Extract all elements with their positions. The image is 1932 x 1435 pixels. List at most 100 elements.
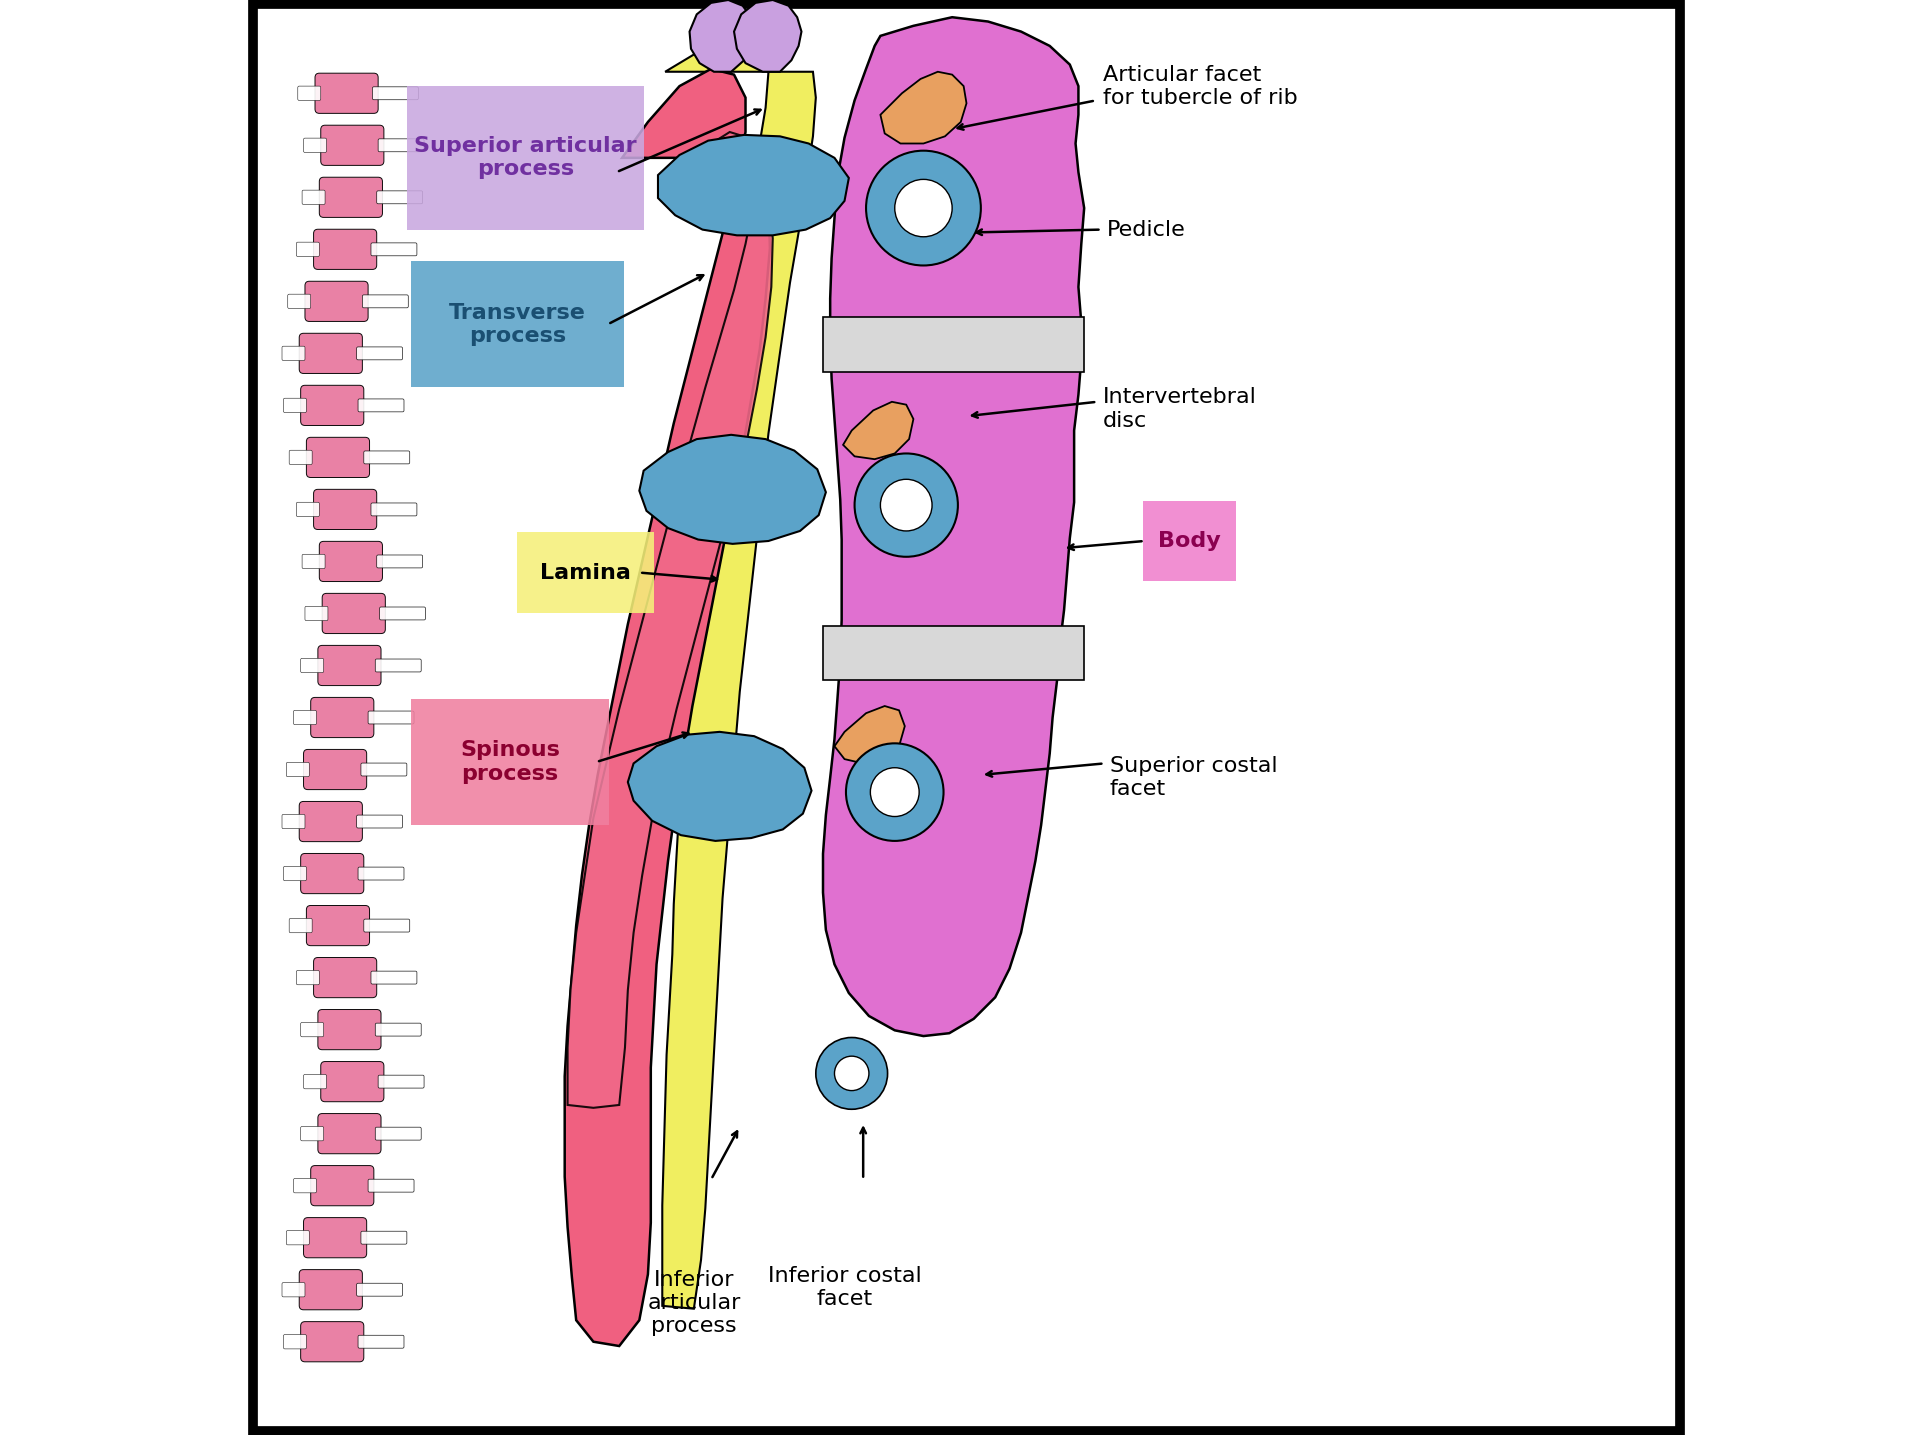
FancyBboxPatch shape <box>294 710 317 725</box>
FancyBboxPatch shape <box>375 1023 421 1036</box>
Circle shape <box>879 479 931 531</box>
Polygon shape <box>639 435 825 544</box>
Polygon shape <box>564 69 769 1346</box>
FancyBboxPatch shape <box>301 1022 323 1036</box>
Polygon shape <box>842 402 914 459</box>
FancyBboxPatch shape <box>303 1217 367 1257</box>
FancyBboxPatch shape <box>286 762 309 776</box>
FancyBboxPatch shape <box>301 854 363 894</box>
Text: Inferior
articular
process: Inferior articular process <box>647 1270 740 1336</box>
FancyBboxPatch shape <box>307 438 369 478</box>
FancyBboxPatch shape <box>357 1335 404 1349</box>
FancyBboxPatch shape <box>371 971 417 984</box>
FancyBboxPatch shape <box>313 489 377 530</box>
Text: Superior articular
process: Superior articular process <box>413 136 636 179</box>
Polygon shape <box>879 72 966 144</box>
FancyBboxPatch shape <box>305 606 328 620</box>
FancyBboxPatch shape <box>299 1270 361 1310</box>
FancyBboxPatch shape <box>311 697 373 738</box>
FancyBboxPatch shape <box>379 1075 423 1088</box>
Text: Transverse
process: Transverse process <box>448 303 585 346</box>
Polygon shape <box>734 0 802 72</box>
FancyBboxPatch shape <box>299 801 361 841</box>
FancyBboxPatch shape <box>317 646 381 686</box>
FancyBboxPatch shape <box>379 139 423 152</box>
Polygon shape <box>657 135 848 235</box>
FancyBboxPatch shape <box>412 699 609 825</box>
FancyBboxPatch shape <box>321 1062 384 1102</box>
Circle shape <box>895 179 952 237</box>
FancyBboxPatch shape <box>1142 501 1236 581</box>
FancyBboxPatch shape <box>301 189 325 204</box>
Polygon shape <box>835 706 904 763</box>
FancyBboxPatch shape <box>294 1178 317 1192</box>
FancyBboxPatch shape <box>321 125 384 165</box>
Circle shape <box>866 151 980 265</box>
FancyBboxPatch shape <box>319 541 383 581</box>
FancyBboxPatch shape <box>315 73 379 113</box>
FancyBboxPatch shape <box>357 867 404 880</box>
FancyBboxPatch shape <box>307 905 369 946</box>
FancyBboxPatch shape <box>317 1010 381 1050</box>
FancyBboxPatch shape <box>296 970 319 984</box>
Polygon shape <box>690 0 753 72</box>
FancyBboxPatch shape <box>288 294 311 309</box>
FancyBboxPatch shape <box>296 502 319 517</box>
FancyBboxPatch shape <box>298 86 321 100</box>
FancyBboxPatch shape <box>301 1322 363 1362</box>
FancyBboxPatch shape <box>319 177 383 217</box>
FancyBboxPatch shape <box>313 957 377 997</box>
Text: Inferior costal
facet: Inferior costal facet <box>767 1266 922 1309</box>
Polygon shape <box>663 43 815 1309</box>
FancyBboxPatch shape <box>377 555 423 568</box>
FancyBboxPatch shape <box>303 138 327 152</box>
Text: Intervertebral
disc: Intervertebral disc <box>1103 387 1256 430</box>
FancyBboxPatch shape <box>361 763 406 776</box>
FancyBboxPatch shape <box>282 1283 305 1297</box>
FancyBboxPatch shape <box>317 1114 381 1154</box>
Text: Body: Body <box>1157 531 1221 551</box>
Polygon shape <box>823 626 1084 680</box>
FancyBboxPatch shape <box>375 1128 421 1139</box>
FancyBboxPatch shape <box>367 1180 413 1192</box>
FancyBboxPatch shape <box>296 243 319 257</box>
FancyBboxPatch shape <box>355 1283 402 1296</box>
FancyBboxPatch shape <box>371 502 417 515</box>
FancyBboxPatch shape <box>284 867 307 881</box>
FancyBboxPatch shape <box>290 918 311 933</box>
FancyBboxPatch shape <box>305 281 367 321</box>
Text: Pedicle: Pedicle <box>1107 220 1184 240</box>
FancyBboxPatch shape <box>361 1231 406 1244</box>
FancyBboxPatch shape <box>375 659 421 672</box>
FancyBboxPatch shape <box>301 554 325 568</box>
FancyBboxPatch shape <box>313 230 377 270</box>
FancyBboxPatch shape <box>363 920 410 933</box>
Circle shape <box>835 1056 869 1091</box>
FancyBboxPatch shape <box>361 294 408 307</box>
FancyBboxPatch shape <box>323 594 384 634</box>
Text: Articular facet
for tubercle of rib: Articular facet for tubercle of rib <box>1103 65 1296 108</box>
FancyBboxPatch shape <box>284 397 307 413</box>
FancyBboxPatch shape <box>377 191 423 204</box>
FancyBboxPatch shape <box>355 347 402 360</box>
Polygon shape <box>823 17 1084 1036</box>
FancyBboxPatch shape <box>286 1231 309 1246</box>
FancyBboxPatch shape <box>303 1075 327 1089</box>
FancyBboxPatch shape <box>311 1165 373 1205</box>
FancyBboxPatch shape <box>379 607 425 620</box>
Circle shape <box>854 453 958 557</box>
FancyBboxPatch shape <box>301 385 363 425</box>
Circle shape <box>815 1038 887 1109</box>
FancyBboxPatch shape <box>282 814 305 828</box>
Text: Superior costal
facet: Superior costal facet <box>1109 756 1277 799</box>
FancyBboxPatch shape <box>355 815 402 828</box>
FancyBboxPatch shape <box>357 399 404 412</box>
Polygon shape <box>628 732 811 841</box>
FancyBboxPatch shape <box>282 346 305 360</box>
Polygon shape <box>568 132 773 1108</box>
FancyBboxPatch shape <box>299 333 361 373</box>
Circle shape <box>846 743 943 841</box>
Text: Spinous
process: Spinous process <box>460 740 560 784</box>
FancyBboxPatch shape <box>373 86 417 99</box>
FancyBboxPatch shape <box>518 532 653 613</box>
